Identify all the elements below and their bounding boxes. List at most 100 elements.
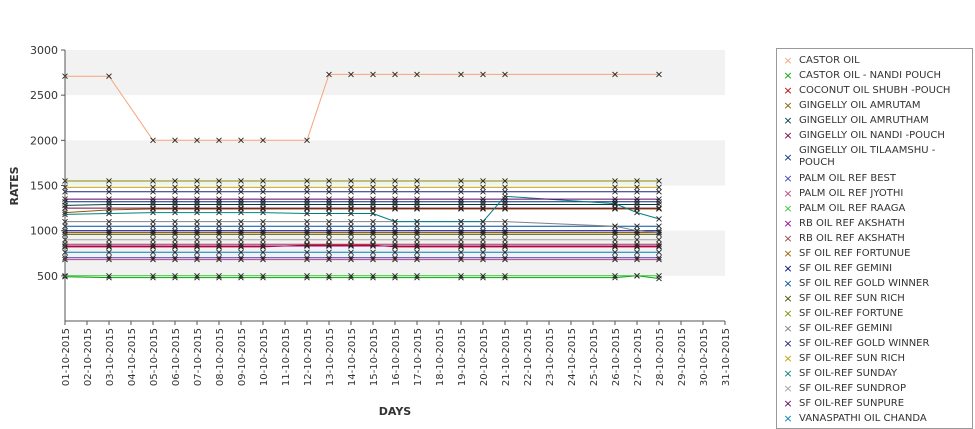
legend-label: SF OIL-REF SUNPURE [799, 398, 905, 409]
legend-label: GINGELLY OIL NANDI -POUCH [799, 130, 945, 141]
legend-marker-icon: × [783, 367, 793, 380]
data-point [634, 241, 640, 248]
legend-marker-icon: × [783, 322, 793, 335]
data-point [370, 231, 376, 238]
data-point [370, 206, 376, 212]
data-point [612, 205, 618, 211]
legend-marker-icon: × [783, 337, 793, 350]
data-point [480, 178, 486, 184]
x-tick-label: 01-10-2015 [61, 328, 72, 386]
data-point [502, 184, 508, 191]
x-tick-label: 14-10-2015 [347, 328, 358, 386]
data-point [106, 249, 112, 256]
x-tick-label: 02-10-2015 [83, 328, 94, 386]
data-point [480, 206, 486, 212]
data-point [370, 205, 376, 211]
data-point [348, 249, 354, 256]
grid-band [65, 140, 725, 186]
legend-item: × SF OIL REF GOLD WINNER [777, 276, 972, 291]
data-point [172, 178, 178, 184]
data-point [238, 184, 244, 191]
legend-marker-icon: × [783, 382, 793, 395]
data-point [326, 242, 332, 248]
data-point [150, 218, 156, 225]
data-point [634, 205, 640, 211]
legend-item: × RB OIL REF AKSHATH [777, 231, 972, 246]
x-tick-label: 11-10-2015 [281, 328, 292, 386]
grid-band [65, 230, 725, 276]
y-tick-label: 3000 [30, 44, 58, 57]
data-point [172, 273, 178, 279]
data-point [370, 249, 376, 256]
data-point [150, 184, 156, 191]
data-point [216, 178, 222, 184]
data-point [216, 256, 222, 263]
data-point [172, 196, 178, 202]
data-point [656, 229, 662, 236]
data-point [458, 218, 464, 225]
data-point [634, 227, 640, 234]
data-point [150, 223, 156, 229]
legend-marker-icon: × [783, 352, 793, 365]
legend-label: SF OIL REF GEMINI [799, 263, 893, 274]
x-tick-label: 19-10-2015 [457, 328, 468, 386]
data-point [656, 178, 662, 184]
data-point [612, 184, 618, 191]
data-point [304, 241, 310, 248]
legend-label: SF OIL REF GOLD WINNER [799, 278, 930, 289]
legend-label: CASTOR OIL [799, 55, 860, 66]
data-point [150, 236, 156, 243]
data-point [414, 196, 420, 202]
data-point [458, 206, 464, 212]
data-point [656, 216, 662, 222]
legend-item: × RB OIL REF AKSHATH [777, 216, 972, 231]
data-point [238, 196, 244, 202]
data-point [480, 273, 486, 279]
y-tick-label: 1500 [30, 180, 58, 193]
x-tick-label: 30-10-2015 [699, 328, 710, 386]
data-point [304, 223, 310, 229]
data-point [348, 205, 354, 211]
data-point [260, 205, 266, 211]
data-point [480, 231, 486, 238]
x-tick-label: 23-10-2015 [545, 328, 556, 386]
legend-label: SF OIL-REF SUNDROP [799, 383, 906, 394]
legend-item: × SF OIL-REF GOLD WINNER [777, 336, 972, 351]
legend-marker-icon: × [783, 397, 793, 410]
y-axis-ticks: 500 1000 1500 2000 2500 3000 [30, 44, 65, 283]
y-tick-label: 500 [37, 270, 58, 283]
data-point [106, 196, 112, 202]
data-point [216, 218, 222, 225]
legend-item: × SF OIL REF GEMINI [777, 261, 972, 276]
x-tick-label: 31-10-2015 [721, 328, 732, 386]
data-point [194, 236, 200, 243]
series-sf-oil-ref-gold-winner [62, 223, 662, 229]
data-point [194, 189, 200, 195]
data-point [326, 71, 332, 78]
data-point [106, 236, 112, 243]
data-point [304, 218, 310, 225]
legend-item: × SF OIL-REF SUNPURE [777, 396, 972, 411]
x-tick-label: 21-10-2015 [501, 328, 512, 386]
data-point [634, 184, 640, 191]
data-point [502, 205, 508, 211]
legend-item: × PALM OIL REF RAAGA [777, 201, 972, 216]
data-point [634, 189, 640, 195]
data-point [194, 231, 200, 238]
data-point [194, 241, 200, 248]
data-point [326, 178, 332, 184]
data-point [172, 231, 178, 238]
data-point [612, 223, 618, 229]
data-point [414, 178, 420, 184]
data-point [634, 256, 640, 263]
data-point [656, 196, 662, 202]
data-point [238, 273, 244, 279]
data-point [304, 236, 310, 243]
series-line [65, 244, 659, 248]
x-axis-label: DAYS [379, 405, 412, 418]
line-chart: 500 1000 1500 2000 2500 3000 01-10-2015 02-10-… [8, 44, 732, 418]
data-point [348, 273, 354, 279]
data-point [370, 218, 376, 225]
data-point [194, 184, 200, 191]
data-point [656, 205, 662, 211]
